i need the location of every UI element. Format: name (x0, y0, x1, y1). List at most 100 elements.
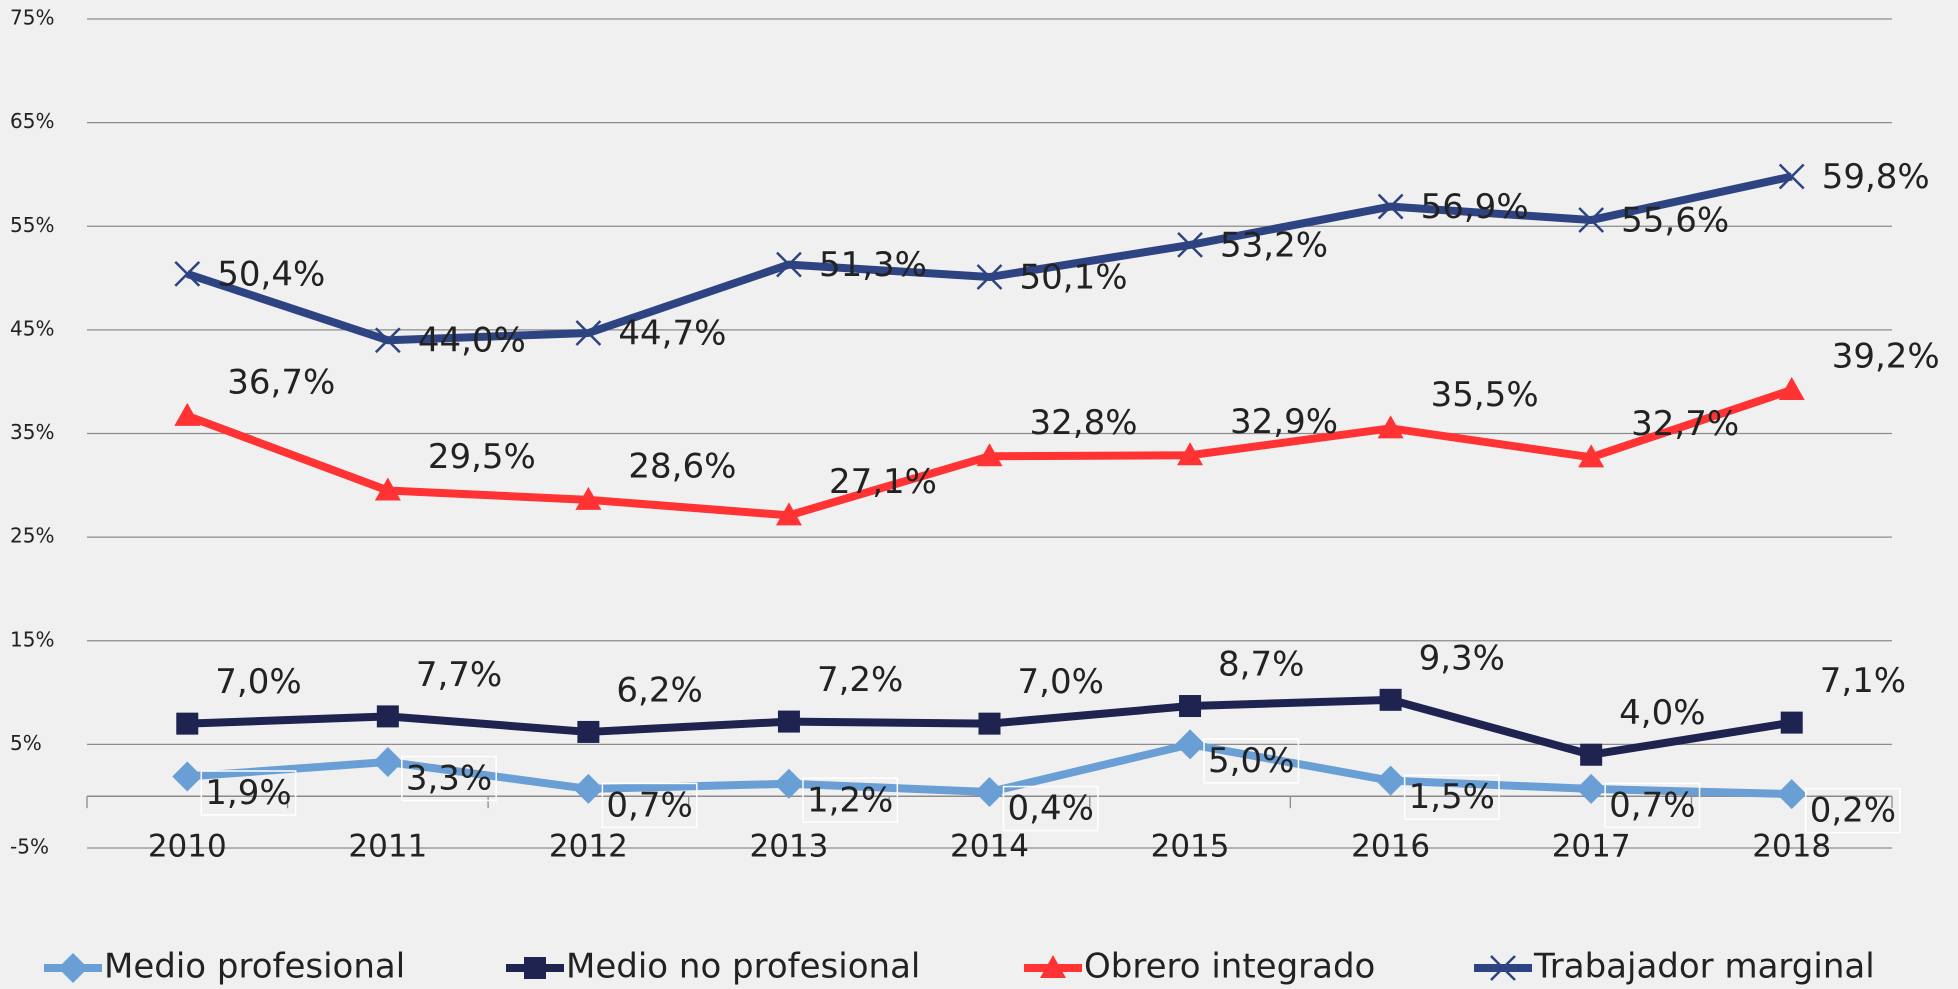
marker (575, 320, 602, 346)
marker (172, 761, 203, 792)
marker (577, 720, 600, 743)
data-label: 35,5% (1431, 375, 1539, 415)
data-label: 1,9% (205, 773, 291, 813)
data-label: 36,7% (227, 362, 335, 402)
marker (777, 710, 800, 733)
data-label: 9,3% (1419, 638, 1505, 678)
data-label-box (601, 782, 698, 829)
data-label: 0,2% (1810, 791, 1896, 831)
marker (773, 768, 804, 799)
y-tick-label: 15% (10, 627, 54, 651)
data-label: 44,7% (618, 313, 726, 353)
marker (978, 712, 1001, 735)
x-tick-label: 2011 (348, 829, 427, 865)
legend-label: Medio profesional (104, 947, 405, 987)
y-tick-label: 55% (10, 213, 54, 237)
data-label: 32,9% (1230, 402, 1338, 442)
x-tick-label: 2014 (950, 829, 1029, 865)
data-label: 0,4% (1008, 789, 1094, 829)
x-tick-label: 2015 (1151, 829, 1230, 865)
data-label: 32,8% (1030, 403, 1138, 443)
data-label: 6,2% (616, 670, 702, 710)
data-label: 4,0% (1619, 693, 1705, 733)
marker (374, 327, 401, 354)
data-label: 27,1% (829, 462, 937, 502)
marker (1040, 955, 1066, 978)
series-line (186, 172, 1793, 345)
marker (1177, 442, 1204, 466)
data-label: 1,5% (1409, 777, 1495, 817)
marker (372, 746, 403, 777)
marker (1578, 207, 1605, 233)
data-label: 1,2% (807, 780, 893, 820)
data-label: 44,0% (418, 321, 526, 361)
marker (1375, 765, 1406, 796)
data-label-box (1604, 782, 1701, 829)
data-label: 0,7% (606, 785, 692, 825)
marker (1377, 193, 1404, 220)
data-label: 7,2% (817, 660, 903, 700)
data-label: 51,3% (819, 245, 927, 285)
marker (1377, 415, 1404, 439)
legend-label: Medio no profesional (566, 947, 920, 987)
marker (1578, 444, 1605, 468)
y-tick-label: 65% (10, 109, 54, 133)
y-tick-label: 25% (10, 524, 54, 548)
marker (1179, 695, 1202, 718)
data-label: 55,6% (1621, 201, 1729, 241)
legend-item: Trabajador marginal (1474, 947, 1875, 987)
marker (174, 261, 201, 287)
data-label: 59,8% (1822, 157, 1930, 197)
marker (1490, 955, 1516, 981)
marker (1780, 711, 1803, 734)
marker (1177, 232, 1203, 258)
y-tick-label: 75% (10, 6, 54, 30)
marker (176, 712, 199, 735)
marker (1175, 729, 1206, 760)
data-label: 7,0% (1018, 662, 1104, 702)
marker (1778, 376, 1805, 400)
data-label-box (401, 755, 497, 802)
marker (174, 402, 201, 426)
legend-label: Obrero integrado (1084, 947, 1375, 987)
marker (376, 705, 399, 728)
data-label: 28,6% (628, 446, 736, 486)
data-label-box (1804, 787, 1901, 834)
data-label: 7,0% (215, 662, 301, 702)
marker (1576, 773, 1607, 804)
data-label: 39,2% (1832, 336, 1940, 376)
marker (1580, 743, 1603, 766)
data-label: 32,7% (1631, 404, 1739, 444)
x-tick-label: 2013 (749, 829, 828, 865)
data-label-box (200, 770, 297, 816)
marker (776, 251, 802, 278)
y-tick-label: 35% (10, 420, 54, 444)
legend-item: Medio no profesional (506, 947, 920, 987)
data-label: 7,1% (1820, 661, 1906, 701)
marker (976, 264, 1003, 290)
data-label: 56,9% (1421, 187, 1529, 227)
legend-item: Medio profesional (44, 947, 405, 987)
legend-item: Obrero integrado (1024, 947, 1375, 987)
data-label: 0,7% (1609, 785, 1695, 825)
marker (524, 957, 546, 979)
y-tick-label: 5% (10, 731, 42, 755)
data-label: 8,7% (1218, 645, 1304, 685)
marker (573, 773, 604, 804)
data-label: 50,1% (1020, 258, 1128, 298)
x-tick-label: 2016 (1351, 829, 1430, 865)
data-label: 5,0% (1208, 741, 1294, 781)
y-tick-label: 45% (10, 316, 54, 340)
data-label: 3,3% (406, 758, 492, 798)
data-label-box (1403, 774, 1500, 820)
marker (974, 777, 1005, 808)
marker (775, 502, 802, 526)
marker (976, 443, 1003, 467)
x-tick-label: 2012 (549, 829, 628, 865)
marker (575, 486, 602, 510)
data-label: 29,5% (428, 437, 536, 477)
data-label: 7,7% (416, 655, 502, 695)
x-tick-label: 2010 (148, 829, 227, 865)
data-label-box (1203, 738, 1300, 784)
